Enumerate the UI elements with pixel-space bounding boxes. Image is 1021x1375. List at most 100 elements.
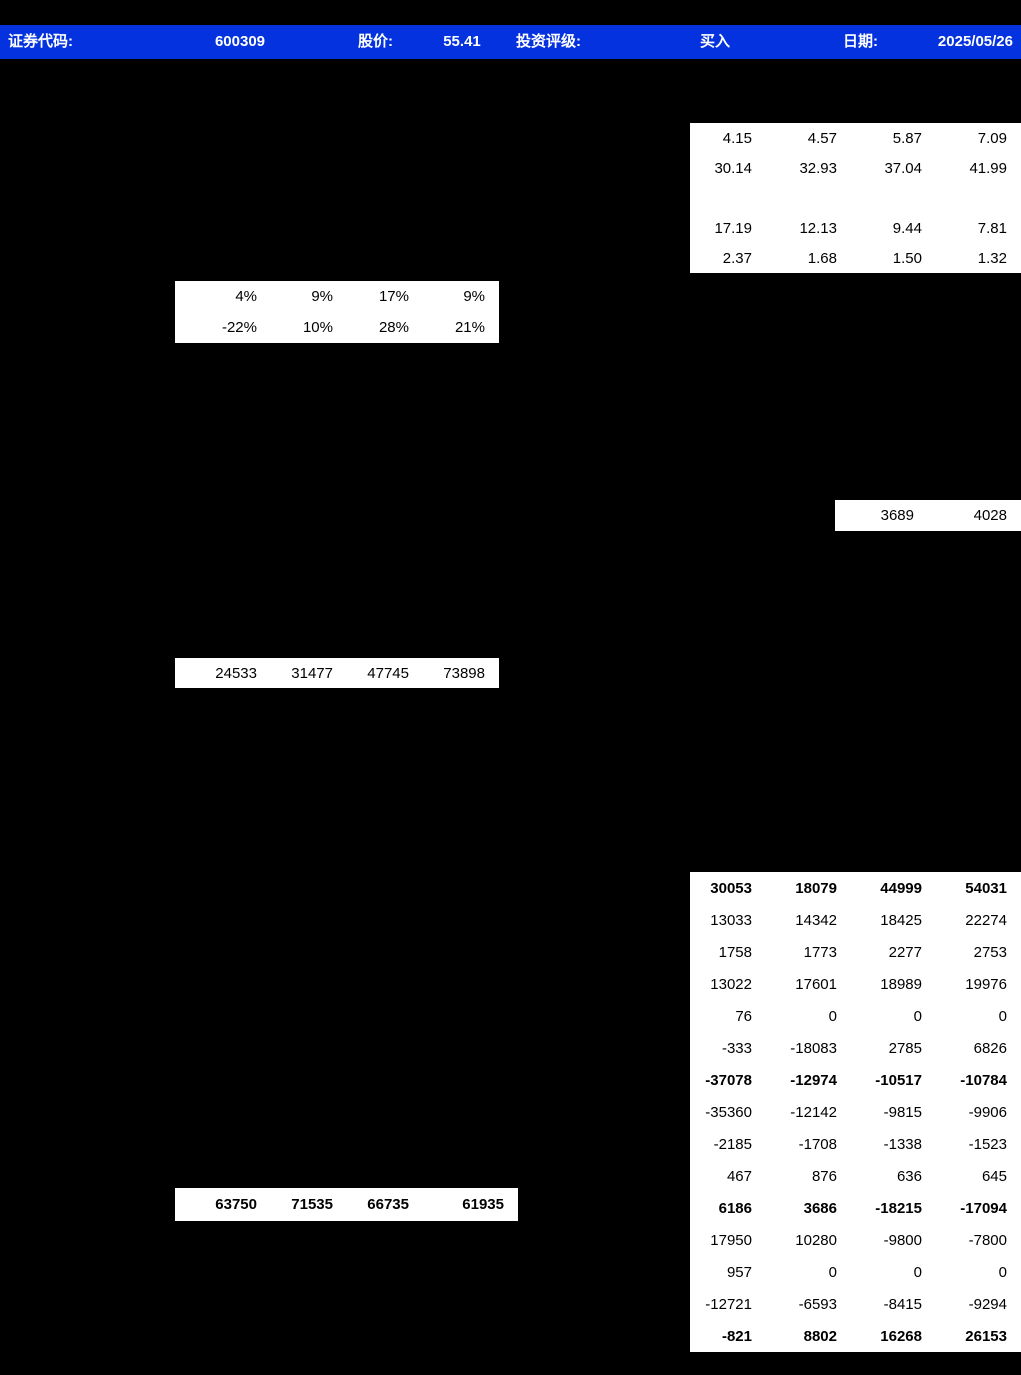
table-cell: 2.37 [722,249,752,267]
table-cell: 645 [981,1167,1007,1185]
table-cell: -12974 [790,1071,837,1089]
table-cell: 76 [735,1007,752,1025]
table-row: 4.15 4.57 5.87 7.09 [690,123,1021,153]
table-cell: 10280 [795,1231,837,1249]
table-cell: 18425 [880,911,922,929]
table-cell: 21% [454,319,485,336]
table-cell: 37.04 [884,159,922,177]
table-cell: 13022 [710,975,752,993]
table-cell: 1773 [803,943,837,961]
table-cell: -22% [221,319,257,336]
table-cell: -333 [721,1039,752,1057]
table-cell: 0 [998,1263,1007,1281]
table-cell: -821 [721,1327,752,1345]
table-cell: 54031 [965,879,1007,897]
table-cell: -18215 [875,1199,922,1217]
table-row: -37078 -12974 -10517 -10784 [690,1064,1021,1096]
table-cell: -1708 [798,1135,837,1153]
table-cell: -12721 [705,1295,752,1313]
valuation-metrics-body: 4.15 4.57 5.87 7.09 30.14 32.93 37.04 41.99 17.1… [690,123,1021,273]
table-cell: 0 [998,1007,1007,1025]
table-cell: 18989 [880,975,922,993]
table-cell: -12142 [790,1103,837,1121]
table-cell: 66735 [367,1196,409,1213]
table-cell: 0 [828,1007,837,1025]
table-cell: 63750 [215,1196,257,1213]
table-cell: 2785 [888,1039,922,1057]
table-cell [690,183,766,213]
table-cell: -9800 [883,1231,922,1249]
table-cell: 957 [726,1263,752,1281]
table-cell: 5.87 [892,129,922,147]
table-row: -12721 -6593 -8415 -9294 [690,1288,1021,1320]
report-date-value: 2025/05/26 [937,33,1013,50]
table-cell: -8415 [883,1295,922,1313]
table-cell [936,183,1021,213]
table-cell: 2277 [888,943,922,961]
report-header-bar: 证券代码: 600309 股价: 55.41 投资评级: 买入 日期: 2025… [0,25,1021,59]
security-code-value: 600309 [214,33,266,50]
table-cell [766,183,851,213]
mid-left-values-body: 24533 31477 47745 73898 [175,658,499,688]
table-row: -2185 -1708 -1338 -1523 [690,1128,1021,1160]
growth-rate-table: 4% 9% 17% 9% -22% 10% 28% 21% [175,281,499,343]
table-cell: -1338 [883,1135,922,1153]
table-cell: 1758 [718,943,752,961]
table-cell: 30.14 [714,159,752,177]
table-cell: 19976 [965,975,1007,993]
mid-left-values-table: 24533 31477 47745 73898 [175,658,499,688]
table-cell: 4.15 [722,129,752,147]
table-cell: 3686 [803,1199,837,1217]
table-cell: -7800 [968,1231,1007,1249]
table-cell: 6826 [973,1039,1007,1057]
table-row [690,183,1021,213]
security-code-label: 证券代码: [8,33,73,50]
table-cell: 28% [378,319,409,336]
report-date-label: 日期: [843,33,878,50]
table-cell: 41.99 [969,159,1007,177]
table-cell: 0 [828,1263,837,1281]
table-cell: -10517 [875,1071,922,1089]
table-cell: 876 [811,1167,837,1185]
table-cell: 4.57 [807,129,837,147]
table-cell: 26153 [965,1327,1007,1345]
table-row: 13022 17601 18989 19976 [690,968,1021,1000]
table-cell: 7.09 [977,129,1007,147]
mid-right-values-body: 3689 4028 [835,500,1021,531]
table-row: -22% 10% 28% 21% [175,312,499,343]
table-cell: -18083 [790,1039,837,1057]
table-cell: 73898 [443,664,485,682]
table-cell: 7.81 [977,219,1007,237]
table-row: -333 -18083 2785 6826 [690,1032,1021,1064]
table-cell: 4028 [973,507,1007,524]
table-cell: 4% [235,288,257,305]
table-row: 30053 18079 44999 54031 [690,872,1021,904]
table-cell: 61935 [462,1196,504,1213]
cash-flow-statement-body: 30053 18079 44999 54031 13033 14342 18425 22274… [690,872,1021,1352]
table-cell: 13033 [710,911,752,929]
table-row: -821 8802 16268 26153 [690,1320,1021,1352]
bottom-left-values-body: 63750 71535 66735 61935 [175,1188,518,1221]
table-cell: 17% [378,288,409,305]
table-cell: 12.13 [799,219,837,237]
growth-rate-body: 4% 9% 17% 9% -22% 10% 28% 21% [175,281,499,343]
table-row: 17950 10280 -9800 -7800 [690,1224,1021,1256]
table-cell: 2753 [973,943,1007,961]
table-cell: 1.68 [807,249,837,267]
table-row: 76 0 0 0 [690,1000,1021,1032]
table-cell: 44999 [880,879,922,897]
table-cell: -37078 [705,1071,752,1089]
table-row: 17.19 12.13 9.44 7.81 [690,213,1021,243]
valuation-metrics-table: 4.15 4.57 5.87 7.09 30.14 32.93 37.04 41.99 17.1… [690,123,1021,273]
stock-price-value: 55.41 [443,33,481,50]
table-cell: -10784 [960,1071,1007,1089]
table-row: 30.14 32.93 37.04 41.99 [690,153,1021,183]
investment-rating-value: 买入 [699,33,730,50]
table-cell: -6593 [798,1295,837,1313]
table-row: 63750 71535 66735 61935 [175,1188,518,1221]
table-cell: 3689 [880,507,914,524]
table-cell: 32.93 [799,159,837,177]
table-cell: 8802 [803,1327,837,1345]
table-cell: -17094 [960,1199,1007,1217]
table-row: 957 0 0 0 [690,1256,1021,1288]
